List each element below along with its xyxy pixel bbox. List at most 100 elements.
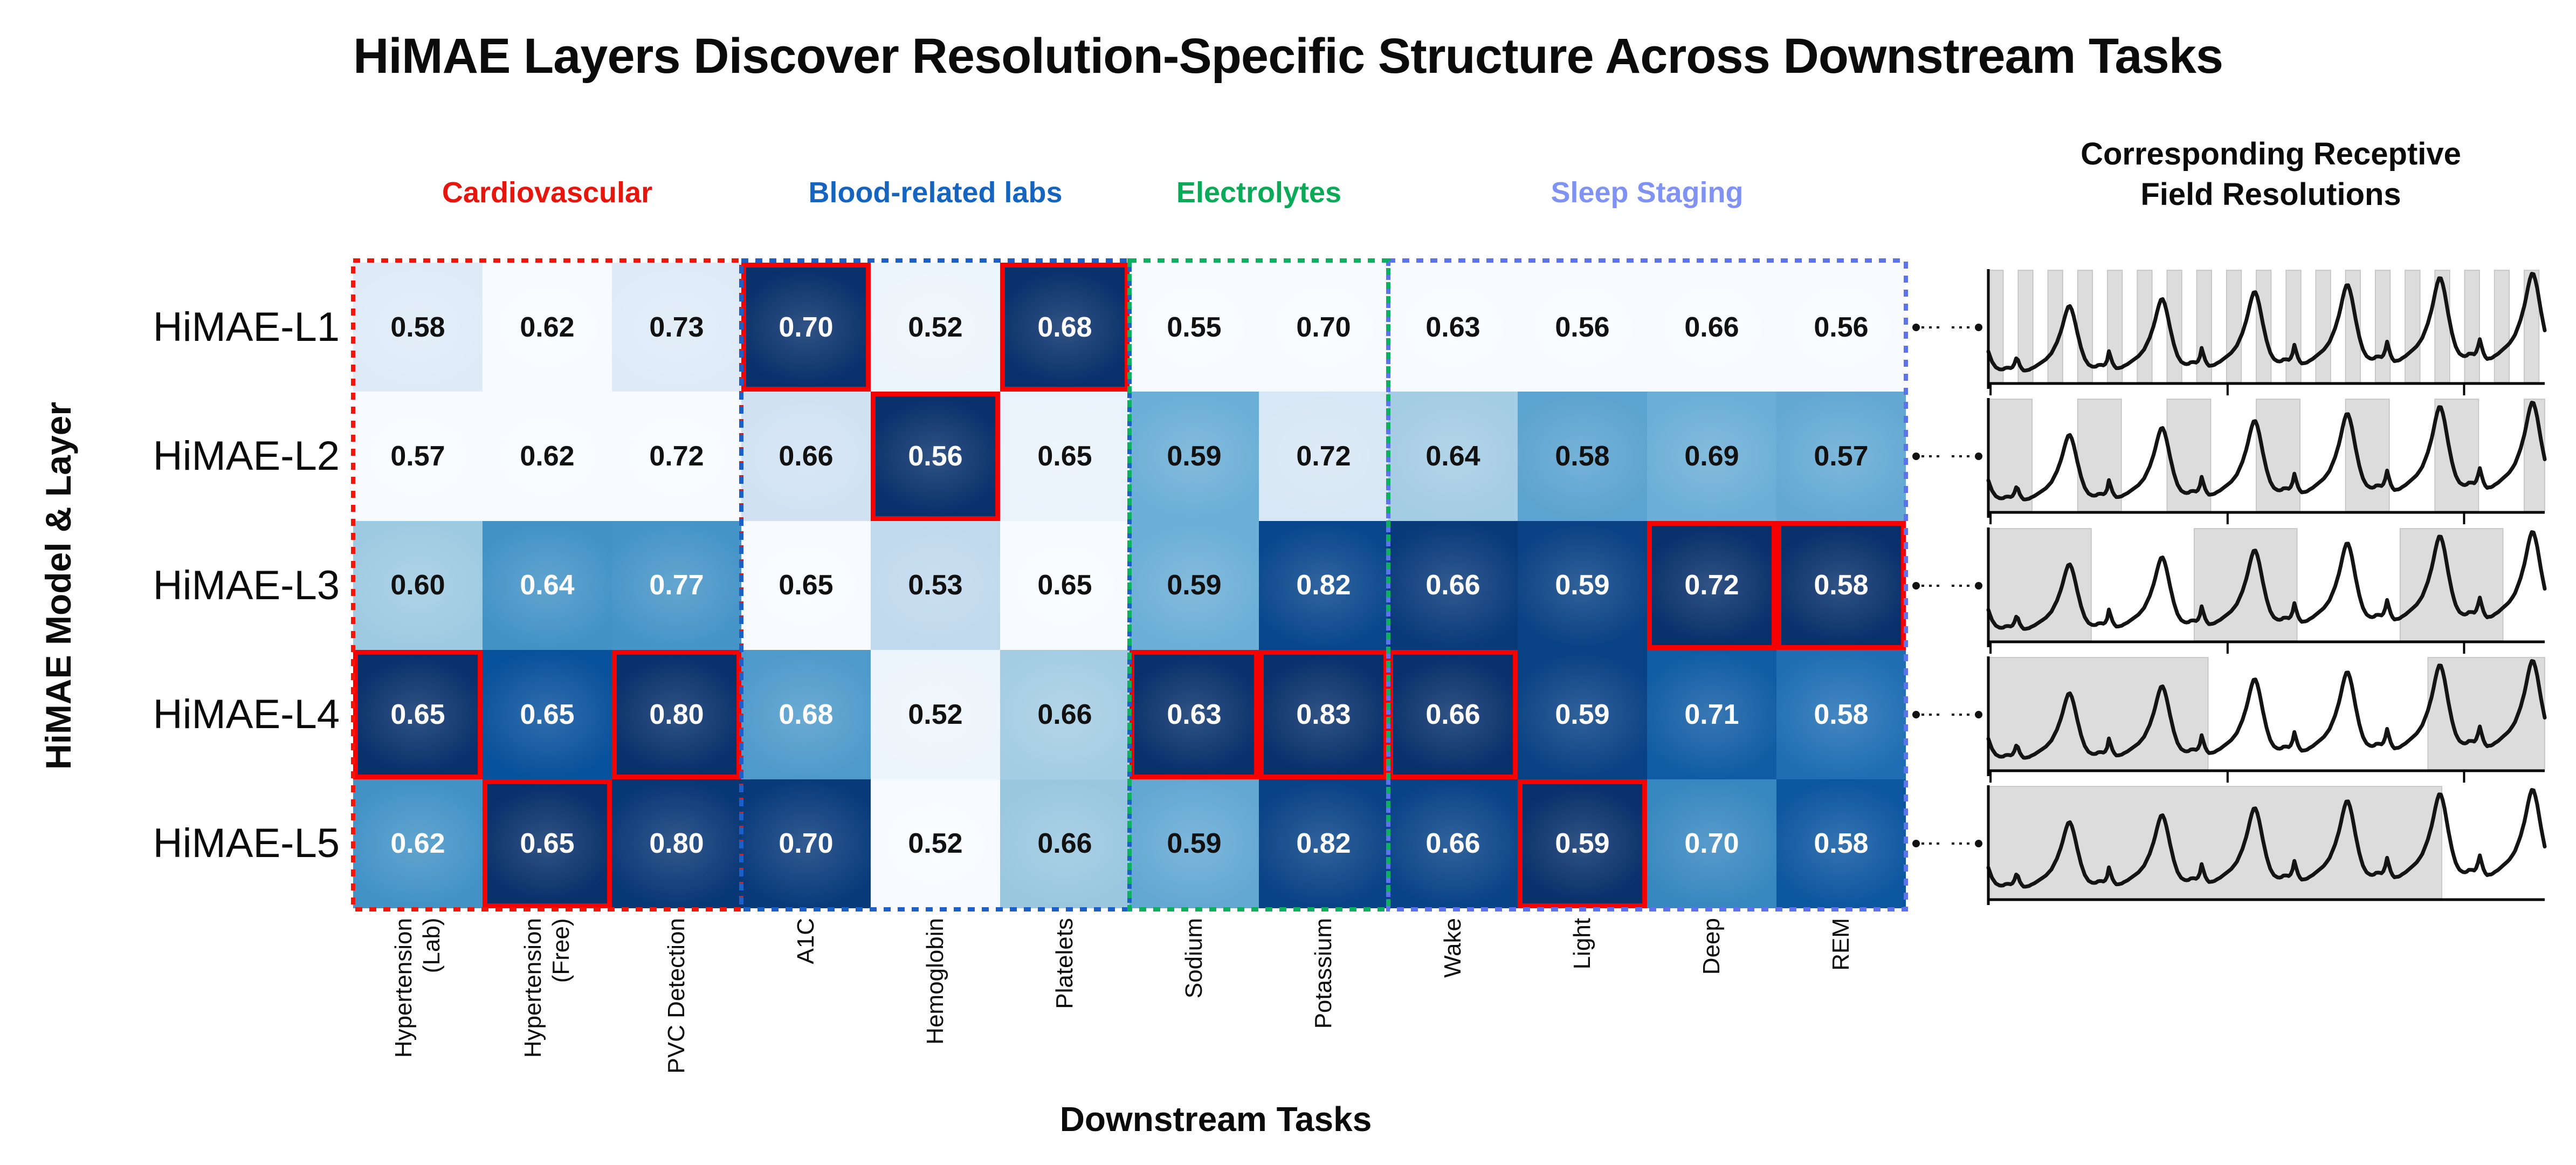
receptive-field-plot-himae-l4 [1986,656,2547,783]
heatmap-cell-r4c1: 0.65 [353,650,483,779]
column-label-wrap: Sodium [1135,918,1253,998]
heatmap-cell-r5c10: 0.59 [1518,779,1647,908]
column-label-wrap: Hemoglobin [876,918,995,1045]
heatmap-cell-r5c6: 0.66 [1000,779,1129,908]
heatmap-cell-r3c2: 0.64 [483,520,612,650]
receptive-band [2494,269,2510,383]
x-axis-label: Downstream Tasks [1059,1100,1372,1139]
signal-waveform [1986,659,2547,760]
column-label: REM [1828,918,1855,971]
heatmap-cell-r4c12: 0.58 [1776,650,1906,779]
heatmap-cell-r2c4: 0.66 [741,392,871,521]
heatmap-cell-r5c11: 0.70 [1647,779,1776,908]
receptive-band [1988,399,2033,512]
row-label-himae-l1: HiMAE-L1 [153,304,340,350]
receptive-band [2226,269,2242,383]
heatmap-cell-r5c8: 0.82 [1259,779,1388,908]
column-label: Potassium [1310,918,1337,1029]
heatmap-cell-r5c7: 0.59 [1129,779,1259,908]
signal-waveform [1986,788,2547,889]
heatmap-cell-r4c7: 0.63 [1129,650,1259,779]
heatmap-cell-r1c5: 0.52 [871,263,1000,392]
heatmap-cell-r3c7: 0.59 [1129,520,1259,650]
heatmap-cell-r4c11: 0.71 [1647,650,1776,779]
column-label: Platelets [1051,918,1078,1009]
heatmap-cell-r2c11: 0.69 [1647,392,1776,521]
heatmap-cell-r5c9: 0.66 [1388,779,1518,908]
heatmap-cell-r2c12: 0.57 [1776,392,1906,521]
receptive-band [2434,399,2479,512]
heatmap-cell-r2c2: 0.62 [483,392,612,521]
column-label: Hemoglobin [922,918,949,1045]
receptive-band [2285,269,2302,383]
group-label-electrolytes: Electrolytes [1176,176,1342,209]
heatmap-cell-r2c3: 0.72 [612,392,741,521]
heatmap-cell-r5c12: 0.58 [1776,779,1906,908]
heatmap-cell-r2c7: 0.59 [1129,392,1259,521]
heatmap-cell-r4c3: 0.80 [612,650,741,779]
column-label-wrap: Hypertension (Free) [488,918,607,1058]
column-label-wrap: REM [1782,918,1900,971]
figure-title: HiMAE Layers Discover Resolution-Specifi… [353,29,2223,84]
signal-waveform [1986,401,2547,502]
heatmap-cell-r4c10: 0.59 [1518,650,1647,779]
heatmap-cell-r2c8: 0.72 [1259,392,1388,521]
heatmap-cell-r3c9: 0.66 [1388,520,1518,650]
receptive-band [2137,269,2153,383]
heatmap-cell-r3c12: 0.58 [1776,520,1906,650]
heatmap-cell-r1c1: 0.58 [353,263,483,392]
receptive-title-line1: Corresponding Receptive [2081,136,2461,172]
heatmap-cell-r1c11: 0.66 [1647,263,1776,392]
column-label-wrap: Wake [1394,918,1512,978]
signal-waveform [1986,530,2547,631]
receptive-band [2405,269,2421,383]
heatmap-cell-r3c6: 0.65 [1000,520,1129,650]
column-label: Light [1569,918,1596,970]
heatmap-cell-r1c3: 0.73 [612,263,741,392]
column-label-wrap: Deep [1652,918,1771,975]
heatmap-cell-r4c8: 0.83 [1259,650,1388,779]
column-label: A1C [793,918,819,964]
column-label-wrap: Potassium [1264,918,1383,1029]
heatmap-cell-r4c4: 0.68 [741,650,871,779]
heatmap-cell-r3c4: 0.65 [741,520,871,650]
group-label-blood-related-labs: Blood-related labs [808,176,1063,209]
heatmap-cell-r3c3: 0.77 [612,520,741,650]
heatmap-cell-r3c11: 0.72 [1647,520,1776,650]
group-label-cardiovascular: Cardiovascular [442,176,653,209]
heatmap-cell-r4c9: 0.66 [1388,650,1518,779]
receptive-band [1988,269,2004,383]
heatmap-cell-r5c5: 0.52 [871,779,1000,908]
heatmap-cell-r3c1: 0.60 [353,520,483,650]
group-label-sleep-staging: Sleep Staging [1551,176,1744,209]
row-connector-arrow [1912,323,1982,331]
row-label-himae-l2: HiMAE-L2 [153,433,340,479]
receptive-field-plot-himae-l3 [1986,527,2547,654]
heatmap-cell-r2c10: 0.58 [1518,392,1647,521]
heatmap-cell-r1c9: 0.63 [1388,263,1518,392]
row-connector-arrow [1912,710,1982,718]
heatmap-cell-r1c4: 0.70 [741,263,871,392]
heatmap-cell-r3c10: 0.59 [1518,520,1647,650]
column-label: Hypertension (Free) [520,918,574,1058]
column-label-wrap: Platelets [1005,918,1124,1009]
heatmap-cell-r1c10: 0.56 [1518,263,1647,392]
heatmap-cell-r5c2: 0.65 [483,779,612,908]
heatmap-cell-r5c4: 0.70 [741,779,871,908]
column-label-wrap: Hypertension (Lab) [359,918,477,1058]
receptive-field-plot-himae-l5 [1986,785,2547,906]
receptive-band [2375,269,2391,383]
column-label-wrap: PVC Detection [617,918,736,1074]
heatmap-cell-r4c2: 0.65 [483,650,612,779]
heatmap-cell-r3c8: 0.82 [1259,520,1388,650]
column-label: Hypertension (Lab) [390,918,445,1058]
column-label: PVC Detection [663,918,690,1074]
column-label: Deep [1698,918,1725,975]
row-label-himae-l3: HiMAE-L3 [153,562,340,608]
row-connector-arrow [1912,453,1982,461]
receptive-field-plot-himae-l1 [1986,269,2547,395]
heatmap-cell-r2c9: 0.64 [1388,392,1518,521]
row-connector-arrow [1912,840,1982,848]
signal-waveform [1986,271,2547,373]
